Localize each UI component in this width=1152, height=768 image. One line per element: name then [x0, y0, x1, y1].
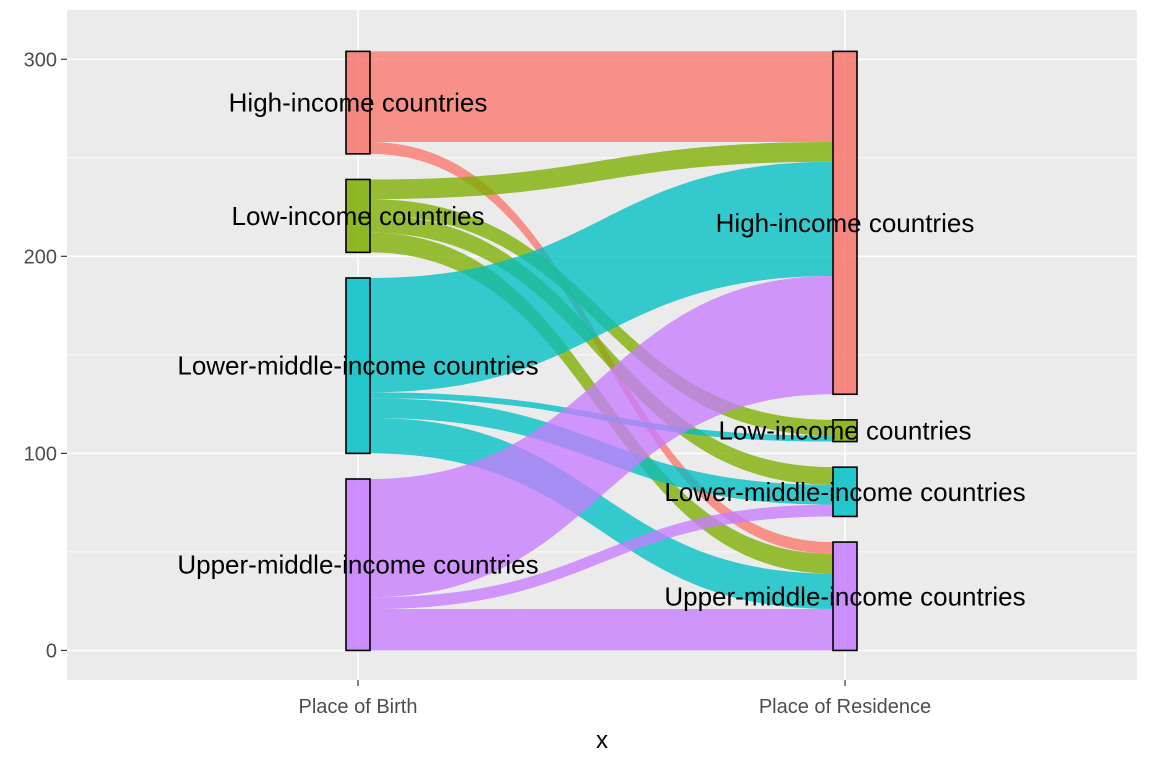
stratum-birth-lower-middle-income-countries [345, 277, 371, 455]
y-tick-label: 0 [46, 640, 57, 662]
stratum-label-birth-lower-middle-income-countries: Lower-middle-income countries [177, 351, 538, 381]
stratum-label-birth-low-income-countries: Low-income countries [232, 201, 485, 231]
stratum-residence-high-income-countries [832, 50, 858, 396]
y-tick-label: 300 [24, 49, 57, 71]
stratum-birth-upper-middle-income-countries [345, 478, 371, 652]
stratum-label-residence-low-income-countries: Low-income countries [719, 416, 972, 446]
flow-upper-middle-income-countries-to-upper-middle-income-countries [370, 609, 833, 651]
flows-layer [370, 51, 833, 651]
y-tick-label: 200 [24, 246, 57, 268]
stratum-birth-high-income-countries [345, 50, 371, 155]
strata-layer [345, 50, 858, 652]
flow-low-income-countries-to-high-income-countries [370, 142, 833, 200]
x-tick-label-place-of-birth: Place of Birth [299, 696, 418, 718]
y-tick-label: 100 [24, 443, 57, 465]
flow-upper-middle-income-countries-to-lower-middle-income-countries [370, 504, 833, 610]
flow-high-income-countries-to-high-income-countries [370, 51, 833, 143]
y-axis: 0 100 200 300 [24, 49, 67, 662]
stratum-label-residence-upper-middle-income-countries: Upper-middle-income countries [664, 581, 1025, 611]
stratum-label-birth-upper-middle-income-countries: Upper-middle-income countries [177, 550, 538, 580]
stratum-residence-upper-middle-income-countries [832, 541, 858, 652]
flow-upper-middle-income-countries-to-high-income-countries [370, 276, 833, 598]
stratum-birth-low-income-countries [345, 178, 371, 254]
strata-labels: High-income countries Low-income countrie… [177, 88, 1025, 612]
stratum-label-residence-high-income-countries: High-income countries [716, 208, 975, 238]
stratum-label-birth-high-income-countries: High-income countries [229, 88, 488, 118]
stratum-residence-lower-middle-income-countries [832, 466, 858, 518]
flow-low-income-countries-to-lower-middle-income-countries [370, 214, 833, 485]
stratum-residence-low-income-countries [832, 419, 858, 443]
stratum-label-residence-lower-middle-income-countries: Lower-middle-income countries [664, 477, 1025, 507]
flow-lower-middle-income-countries-to-high-income-countries [370, 161, 833, 393]
x-tick-label-place-of-residence: Place of Residence [759, 696, 931, 718]
x-axis-title: x [596, 727, 608, 754]
x-axis: Place of Birth Place of Residence [299, 680, 931, 718]
